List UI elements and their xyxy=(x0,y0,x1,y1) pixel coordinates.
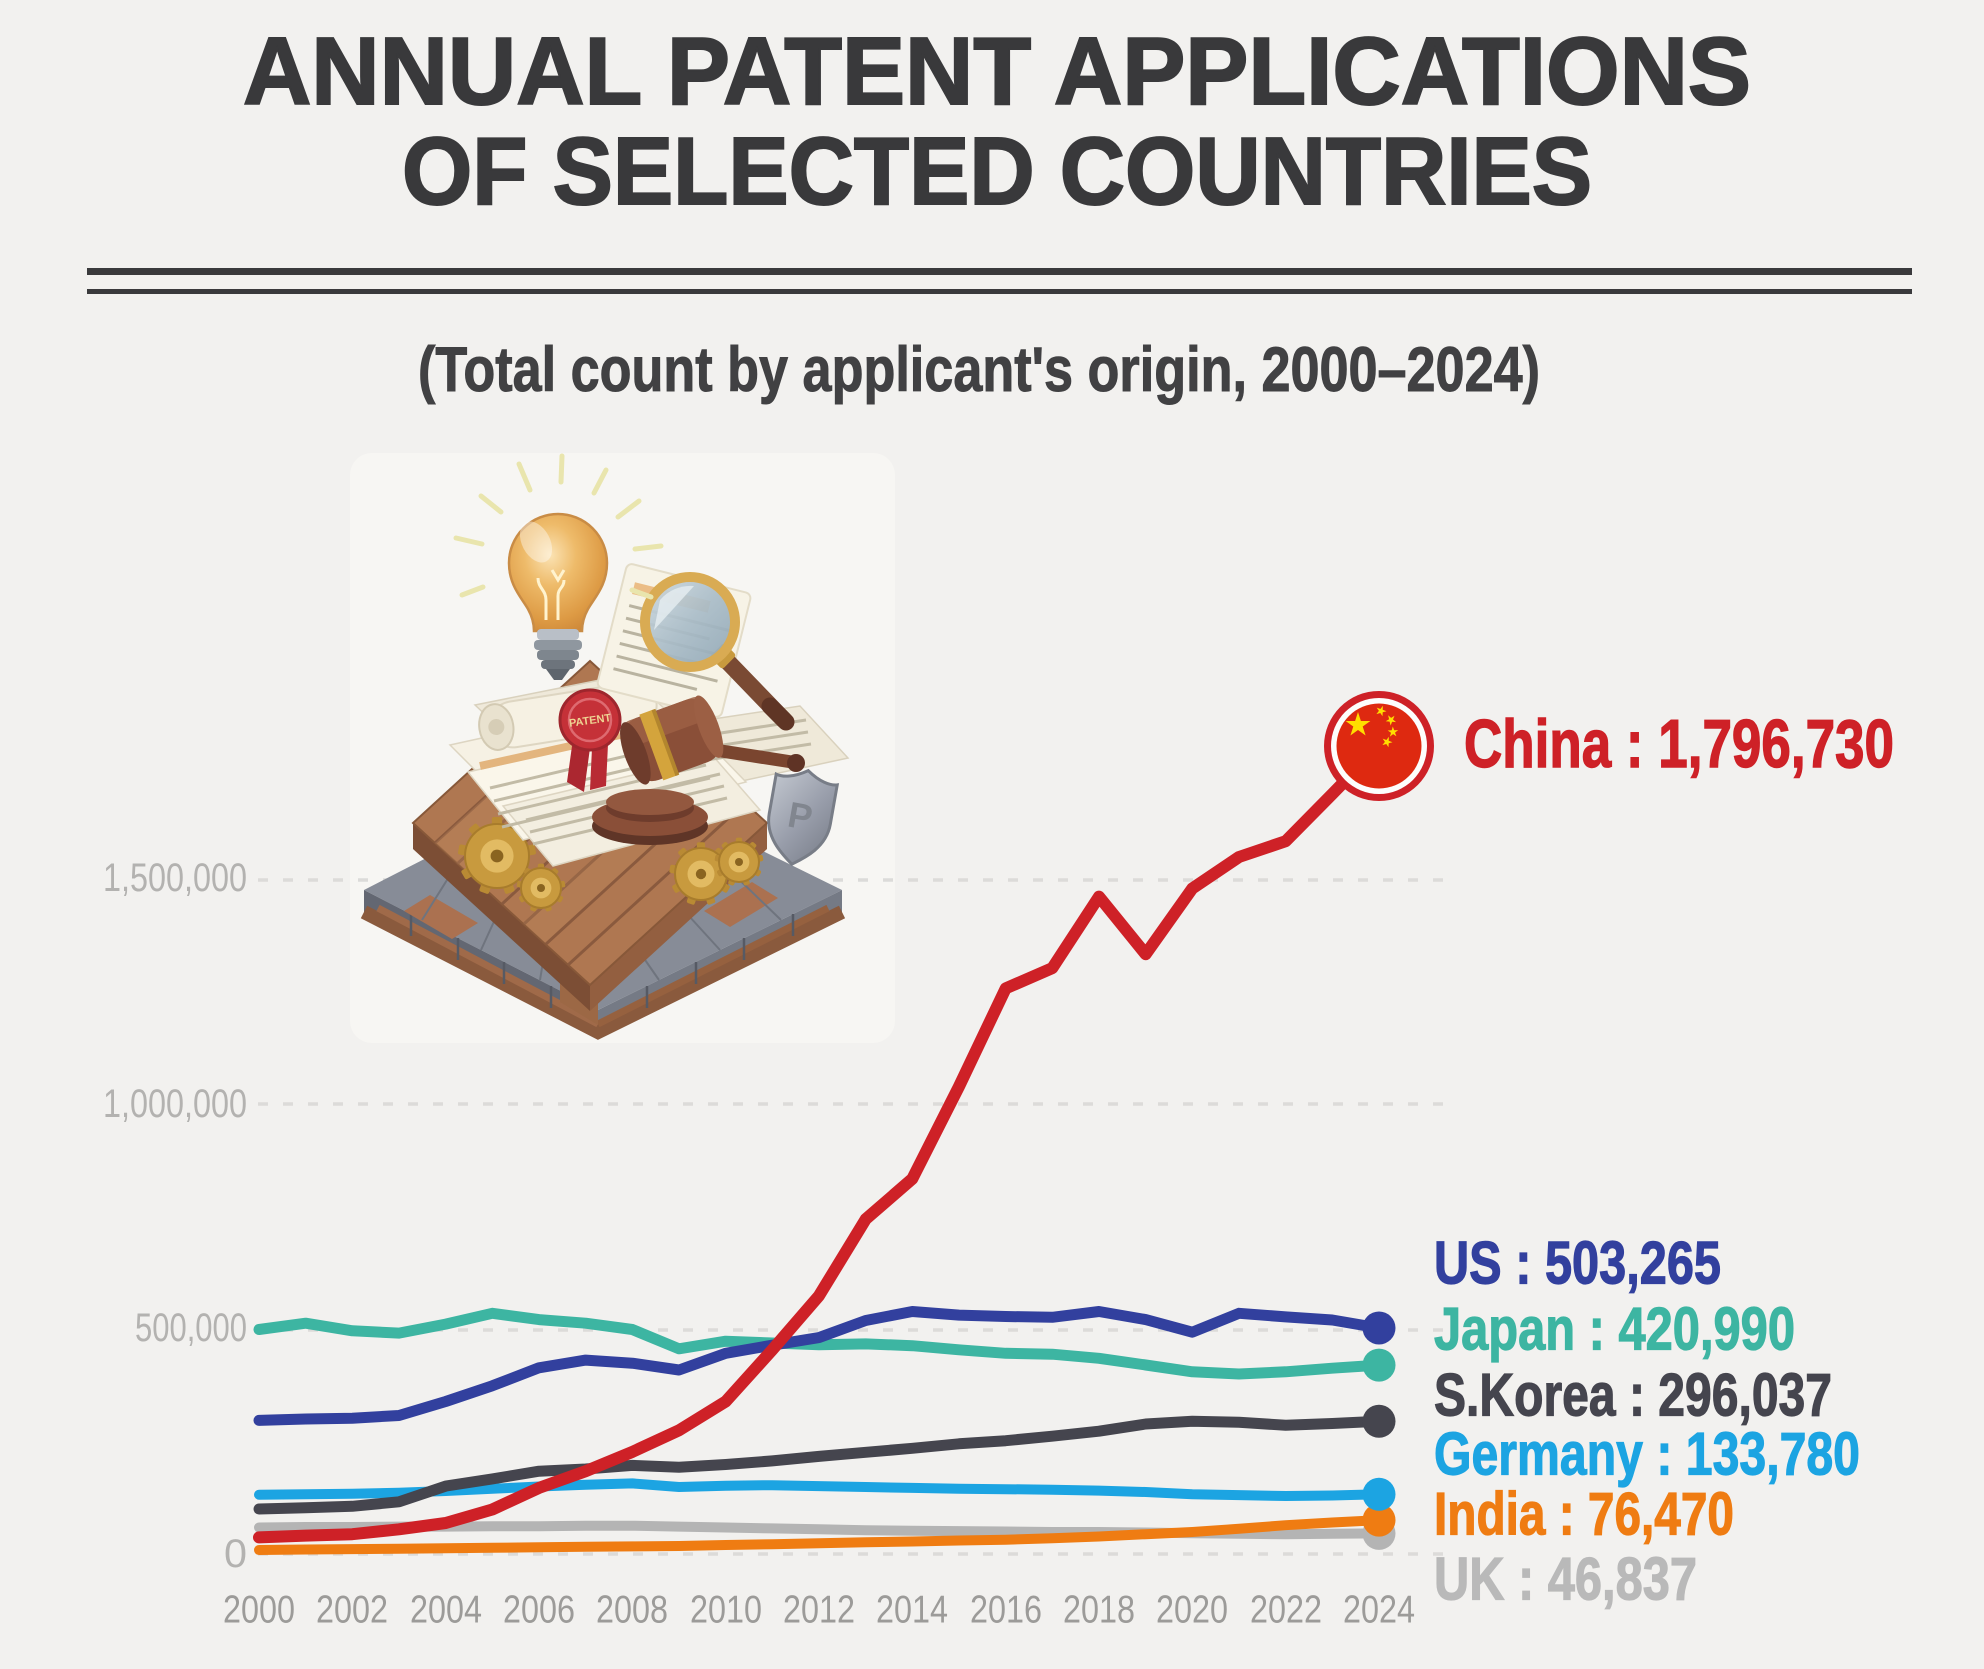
svg-text:US : 503,265: US : 503,265 xyxy=(1434,1230,1721,1297)
svg-text:2016: 2016 xyxy=(970,1589,1042,1632)
svg-text:S.Korea : 296,037: S.Korea : 296,037 xyxy=(1434,1362,1832,1429)
svg-text:Japan : 420,990: Japan : 420,990 xyxy=(1434,1296,1795,1363)
svg-text:2022: 2022 xyxy=(1250,1589,1322,1632)
svg-text:ANNUAL PATENT APPLICATIONS: ANNUAL PATENT APPLICATIONS xyxy=(243,18,1751,125)
svg-text:0: 0 xyxy=(224,1532,247,1576)
svg-text:China : 1,796,730: China : 1,796,730 xyxy=(1464,706,1894,782)
svg-text:2018: 2018 xyxy=(1063,1589,1135,1632)
svg-text:OF SELECTED COUNTRIES: OF SELECTED COUNTRIES xyxy=(402,118,1592,225)
svg-text:2012: 2012 xyxy=(783,1589,855,1632)
svg-text:India : 76,470: India : 76,470 xyxy=(1434,1481,1734,1548)
svg-text:UK : 46,837: UK : 46,837 xyxy=(1434,1546,1697,1613)
svg-text:2020: 2020 xyxy=(1156,1589,1228,1632)
svg-text:PATENT: PATENT xyxy=(568,712,612,730)
svg-text:2024: 2024 xyxy=(1343,1589,1415,1632)
svg-text:2010: 2010 xyxy=(690,1589,762,1632)
svg-text:(Total count by applicant's or: (Total count by applicant's origin, 2000… xyxy=(418,335,1540,405)
svg-text:2008: 2008 xyxy=(596,1589,668,1632)
svg-text:2000: 2000 xyxy=(223,1589,295,1632)
svg-text:Germany : 133,780: Germany : 133,780 xyxy=(1434,1421,1860,1488)
svg-text:2014: 2014 xyxy=(876,1589,948,1632)
svg-text:1,000,000: 1,000,000 xyxy=(103,1082,247,1126)
svg-text:1,500,000: 1,500,000 xyxy=(103,856,247,900)
svg-text:2002: 2002 xyxy=(316,1589,388,1632)
svg-text:2004: 2004 xyxy=(410,1589,482,1632)
svg-text:2006: 2006 xyxy=(503,1589,575,1632)
svg-text:500,000: 500,000 xyxy=(135,1306,247,1350)
